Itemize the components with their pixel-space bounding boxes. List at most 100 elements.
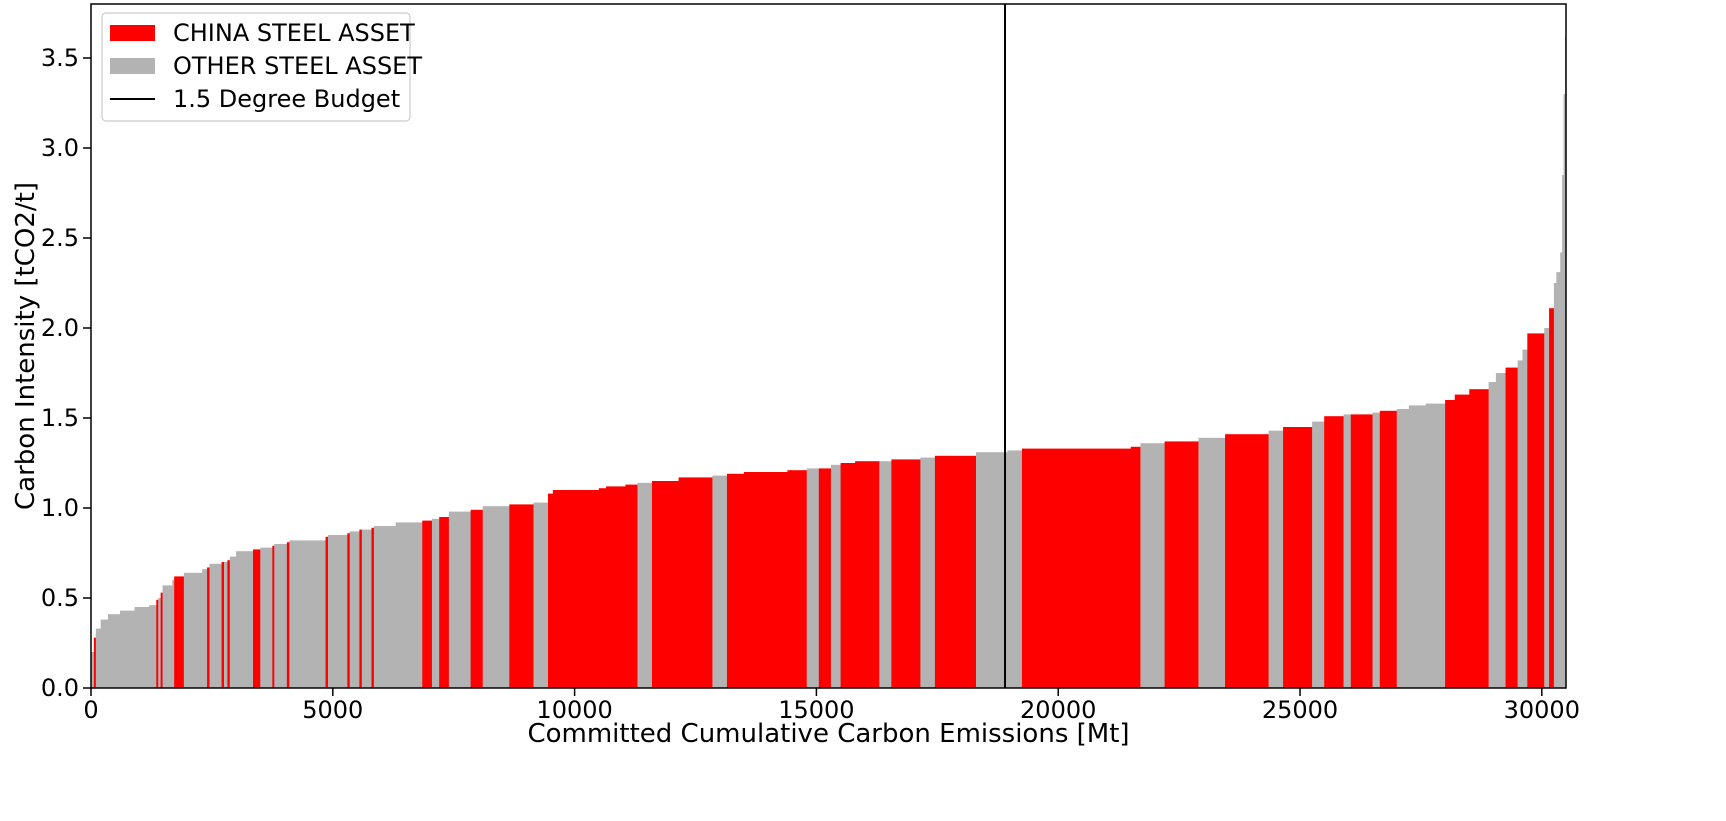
x-tick-label: 10000 bbox=[536, 696, 612, 724]
bar-china-asset bbox=[1164, 441, 1199, 688]
bar-china-asset bbox=[1445, 400, 1456, 688]
bar-china-asset bbox=[1505, 367, 1519, 688]
legend-swatch-china bbox=[110, 25, 155, 41]
bar-other-asset bbox=[1007, 450, 1023, 688]
plot-frame bbox=[90, 3, 1567, 689]
bar-china-asset bbox=[371, 527, 375, 688]
x-tick-label: 15000 bbox=[778, 696, 854, 724]
bar-other-asset bbox=[158, 598, 162, 688]
bar-other-asset bbox=[1488, 382, 1497, 688]
bar-china-asset bbox=[1454, 394, 1470, 688]
y-tick-label: 3.5 bbox=[41, 44, 79, 72]
bar-other-asset bbox=[229, 556, 237, 688]
bar-other-asset bbox=[202, 569, 208, 688]
bar-china-asset bbox=[1350, 414, 1373, 688]
bar-other-asset bbox=[1522, 349, 1528, 688]
bar-china-asset bbox=[422, 520, 433, 688]
bar-other-asset bbox=[482, 506, 510, 688]
bar-other-asset bbox=[1408, 405, 1427, 688]
bar-other-asset bbox=[637, 482, 653, 688]
bar-other-asset bbox=[1556, 272, 1561, 688]
bar-china-asset bbox=[818, 468, 832, 688]
bar-other-asset bbox=[1517, 360, 1523, 688]
bar-other-asset bbox=[120, 610, 135, 688]
bar-other-asset bbox=[448, 511, 472, 688]
bar-other-asset bbox=[1560, 252, 1563, 688]
bar-china-asset bbox=[160, 592, 163, 688]
y-axis-title: Carbon Intensity [tCO2/t] bbox=[11, 182, 41, 510]
bar-other-asset bbox=[830, 464, 841, 688]
bar-other-asset bbox=[1562, 175, 1564, 688]
bar-china-asset bbox=[891, 459, 921, 688]
bar-china-asset bbox=[787, 470, 808, 688]
bar-china-asset bbox=[221, 562, 225, 688]
bar-china-asset bbox=[1379, 410, 1398, 688]
x-tick-label: 25000 bbox=[1262, 696, 1338, 724]
bar-other-asset bbox=[1343, 414, 1352, 688]
bar-china-asset bbox=[598, 488, 607, 688]
bar-china-asset bbox=[840, 463, 856, 688]
bar-other-asset bbox=[1544, 328, 1550, 688]
bar-other-asset bbox=[134, 607, 150, 688]
bar-china-asset bbox=[207, 567, 210, 688]
bar-china-asset bbox=[625, 484, 638, 688]
bar-other-asset bbox=[260, 547, 273, 688]
bar-other-asset bbox=[361, 529, 372, 688]
bar-china-asset bbox=[93, 637, 97, 688]
bar-other-asset bbox=[289, 540, 326, 688]
y-tick-label: 0.0 bbox=[41, 674, 79, 702]
y-tick-label: 3.0 bbox=[41, 134, 79, 162]
bar-other-asset bbox=[162, 585, 173, 688]
y-tick-label: 1.0 bbox=[41, 494, 79, 522]
bar-other-asset bbox=[349, 531, 360, 688]
y-tick-label: 0.5 bbox=[41, 584, 79, 612]
bar-other-asset bbox=[1312, 421, 1325, 688]
bar-china-asset bbox=[470, 509, 484, 688]
x-axis-title: Committed Cumulative Carbon Emissions [M… bbox=[527, 719, 1129, 749]
bar-other-asset bbox=[1553, 283, 1557, 688]
bar-china-asset bbox=[359, 529, 363, 688]
bar-china-asset bbox=[1527, 333, 1545, 688]
bar-other-asset bbox=[172, 580, 175, 688]
x-tick-label: 20000 bbox=[1020, 696, 1096, 724]
bar-other-asset bbox=[533, 502, 549, 688]
bar-china-asset bbox=[678, 477, 713, 688]
legend-label-china: CHINA STEEL ASSET bbox=[173, 19, 415, 47]
bar-other-asset bbox=[223, 562, 228, 688]
bar-other-asset bbox=[395, 522, 423, 688]
bar-china-asset bbox=[651, 481, 679, 688]
bar-other-asset bbox=[1268, 430, 1284, 688]
bar-other-asset bbox=[91, 652, 95, 688]
bar-other-asset bbox=[209, 563, 222, 688]
legend: CHINA STEEL ASSET OTHER STEEL ASSET 1.5 … bbox=[101, 12, 422, 122]
bar-other-asset bbox=[1425, 403, 1446, 688]
bar-china-asset bbox=[1130, 446, 1141, 688]
bar-china-asset bbox=[439, 517, 450, 688]
bar-china-asset bbox=[227, 560, 231, 688]
bar-other-asset bbox=[1372, 412, 1381, 688]
bar-china-asset bbox=[347, 533, 351, 688]
bar-china-asset bbox=[1469, 389, 1490, 688]
bar-other-asset bbox=[806, 468, 820, 688]
bar-china-asset bbox=[855, 461, 880, 688]
bar-china-asset bbox=[726, 473, 745, 688]
bar-other-asset bbox=[236, 551, 254, 688]
bar-china-asset bbox=[174, 576, 185, 688]
bar-china-asset bbox=[606, 486, 626, 688]
legend-box bbox=[101, 12, 411, 122]
x-tick-label: 0 bbox=[83, 696, 98, 724]
bar-china-asset bbox=[1021, 448, 1132, 688]
bar-other-asset bbox=[431, 518, 440, 688]
x-tick-label: 5000 bbox=[302, 696, 363, 724]
bar-other-asset bbox=[920, 457, 936, 688]
x-axis: 0 5000 10000 15000 20000 25000 30000 bbox=[83, 688, 1580, 724]
bar-china-asset bbox=[1549, 308, 1555, 688]
bar-other-asset bbox=[976, 452, 1008, 688]
legend-label-other: OTHER STEEL ASSET bbox=[173, 52, 422, 80]
legend-label-budget: 1.5 Degree Budget bbox=[173, 85, 400, 113]
bar-china-asset bbox=[253, 549, 261, 688]
bar-other-asset bbox=[95, 628, 102, 688]
bar-other-asset bbox=[183, 572, 203, 688]
bar-china-asset bbox=[325, 536, 329, 688]
